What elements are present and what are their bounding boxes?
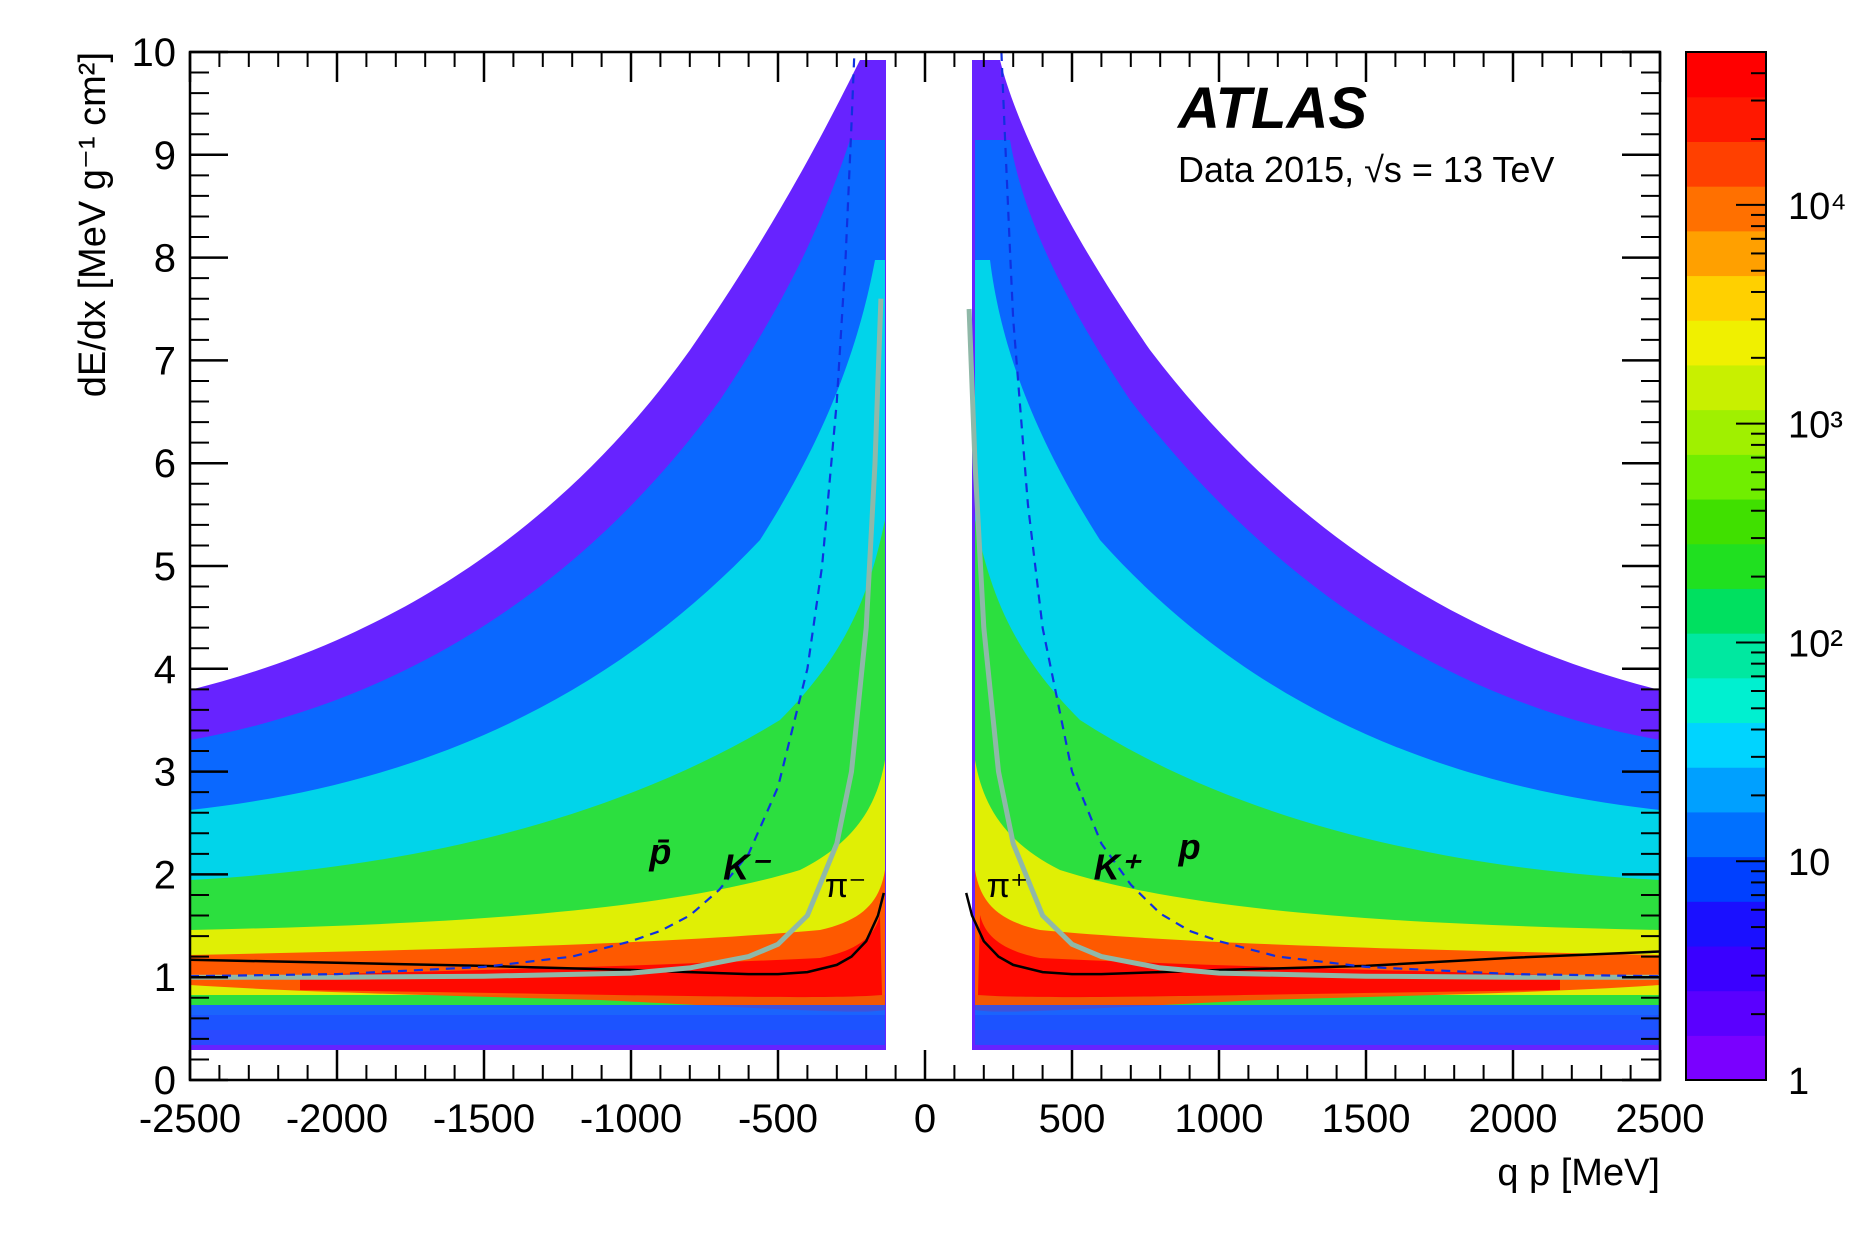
density-green-positive	[975, 520, 1660, 1005]
colorbar-segment	[1686, 52, 1766, 98]
colorbar-segment	[1686, 677, 1766, 724]
colorbar-segment	[1686, 901, 1766, 947]
particle-label: p	[1178, 826, 1201, 867]
colorbar-segment	[1686, 186, 1766, 232]
x-axis-ticks: -2500 -2000 -1500 -1000 -500 0 500 1000 1500 2000…	[139, 52, 1705, 1141]
bethe-bloch-curves	[190, 52, 1660, 980]
x-tick-label: -500	[738, 1097, 818, 1141]
dataset-label: Data 2015, √s = 13 TeV	[1178, 149, 1554, 190]
x-tick-label: -2000	[286, 1097, 388, 1141]
particle-label: K⁻	[723, 847, 772, 888]
colorbar-segment	[1686, 945, 1766, 992]
x-tick-label: -2500	[139, 1097, 241, 1141]
colorbar-segment	[1686, 409, 1766, 455]
colorbar-segment	[1686, 275, 1766, 321]
density-yellow-negative	[190, 760, 885, 995]
density-yellow-positive	[975, 760, 1660, 995]
y-tick-label: 2	[154, 853, 176, 897]
y-tick-label: 5	[154, 545, 176, 589]
colorbar-segment	[1686, 141, 1766, 187]
curve-blue-dashed-positive	[1000, 52, 1660, 978]
density-low-band-positive	[975, 1005, 1660, 1045]
y-tick-label: 3	[154, 751, 176, 795]
heatmap-density	[190, 52, 1660, 1080]
particle-labels: p̄ K⁻ π⁻ π⁺ K⁺ p	[648, 826, 1200, 905]
particle-label: π⁻	[825, 867, 866, 905]
y-tick-label: 4	[154, 648, 176, 692]
x-tick-label: 500	[1039, 1097, 1106, 1141]
particle-label: p̄	[648, 831, 671, 872]
curve-grey-solid-negative	[190, 298, 884, 980]
y-tick-label: 8	[154, 237, 176, 281]
colorbar-tick-label: 10	[1788, 842, 1830, 884]
y-tick-label: 0	[154, 1059, 176, 1103]
x-tick-label: 2000	[1469, 1097, 1558, 1141]
particle-label: K⁺	[1094, 847, 1143, 888]
colorbar-tick-label: 10³	[1788, 405, 1843, 447]
colorbar-tick-label: 10⁴	[1788, 186, 1847, 228]
x-tick-label: 0	[914, 1097, 936, 1141]
colorbar-segment	[1686, 96, 1766, 142]
curve-blue-dashed-negative	[190, 52, 856, 978]
colorbar-segment	[1686, 767, 1766, 813]
colorbar-segment	[1686, 588, 1766, 634]
colorbar-segment	[1686, 633, 1766, 679]
colorbar-frame	[1685, 51, 1767, 1081]
y-tick-label: 9	[154, 134, 176, 178]
zero-momentum-gap	[886, 52, 972, 1080]
colorbar-segment	[1686, 364, 1766, 411]
x-tick-label: 2500	[1616, 1097, 1705, 1141]
x-axis-title: q p [MeV]	[1497, 1152, 1660, 1194]
y-tick-label: 1	[154, 956, 176, 1000]
colorbar-tick-label: 1	[1788, 1061, 1809, 1103]
particle-label: π⁺	[987, 867, 1028, 905]
x-tick-label: 1000	[1175, 1097, 1264, 1141]
colorbar-segment	[1686, 811, 1766, 858]
plot-area: -2500 -2000 -1500 -1000 -500 0 500 1000 1500 2000…	[132, 31, 1705, 1141]
x-tick-label: -1000	[580, 1097, 682, 1141]
x-tick-label: 1500	[1322, 1097, 1411, 1141]
colorbar-segment	[1686, 498, 1766, 545]
density-low-band-negative	[190, 1005, 885, 1045]
y-axis-ticks: 0 1 2 3 4 5 6 7 8 9 10	[132, 31, 1660, 1103]
experiment-label: ATLAS	[1176, 76, 1367, 141]
colorbar-segment	[1686, 543, 1766, 589]
colorbar-segment	[1686, 454, 1766, 500]
x-tick-label: -1500	[433, 1097, 535, 1141]
colorbar: 1 10 10² 10³ 10⁴	[1685, 51, 1847, 1103]
colorbar-tick-label: 10²	[1788, 623, 1843, 665]
y-tick-label: 10	[132, 31, 177, 75]
y-tick-label: 6	[154, 442, 176, 486]
curve-grey-solid-positive	[966, 308, 1660, 980]
y-tick-label: 7	[154, 339, 176, 383]
density-green-negative	[190, 520, 885, 1005]
colorbar-segment	[1686, 1035, 1766, 1081]
y-axis-title: dE/dx [MeV g⁻¹ cm²]	[72, 52, 114, 397]
